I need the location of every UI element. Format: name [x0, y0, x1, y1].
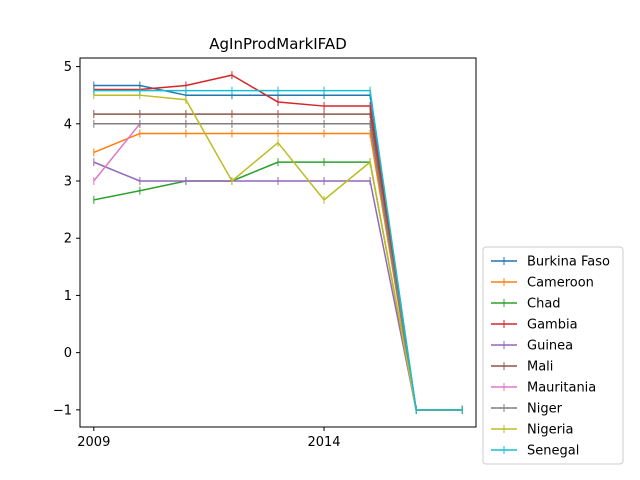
y-axis: −1 0 1 2 3 4 5: [53, 60, 80, 418]
legend-item: Gambia: [491, 318, 578, 333]
chart-title: AgInProdMarkIFAD: [209, 35, 347, 53]
legend-label: Mali: [527, 360, 553, 375]
legend-box: [482, 246, 624, 465]
legend-item: Mauritania: [491, 381, 596, 396]
legend-item: Cameroon: [491, 276, 594, 291]
y-tick-label: 1: [64, 289, 72, 304]
legend-item: Chad: [491, 297, 561, 312]
axes-frame: [79, 57, 477, 428]
y-tick-label: −1: [53, 403, 72, 418]
y-tick-label: 2: [64, 232, 72, 247]
legend-label: Gambia: [527, 318, 578, 333]
legend-label: Burkina Faso: [527, 255, 610, 270]
plot-area: [93, 71, 463, 414]
legend-label: Chad: [527, 297, 561, 312]
legend-item: Mali: [491, 360, 553, 375]
x-tick-label: 2009: [77, 435, 110, 450]
legend-label: Mauritania: [527, 381, 596, 396]
y-tick-label: 0: [64, 346, 72, 361]
x-tick-label: 2014: [307, 435, 340, 450]
legend-label: Guinea: [527, 339, 573, 354]
legend-label: Nigeria: [527, 423, 574, 438]
x-axis: 2009 2014: [77, 427, 341, 450]
y-tick-label: 5: [64, 60, 72, 75]
y-tick-label: 4: [64, 117, 72, 132]
legend-item: Nigeria: [491, 423, 574, 438]
legend-label: Cameroon: [527, 276, 594, 291]
legend-item: Burkina Faso: [491, 255, 610, 270]
legend-item: Niger: [491, 402, 563, 417]
series-9: [93, 86, 463, 414]
legend-label: Niger: [527, 402, 563, 417]
y-tick-label: 3: [64, 175, 72, 190]
legend-label: Senegal: [527, 444, 579, 459]
legend-item: Guinea: [491, 339, 573, 354]
legend: Burkina Faso Cameroon Chad Gambia Guinea Mali…: [482, 246, 624, 465]
legend-item: Senegal: [491, 444, 579, 459]
